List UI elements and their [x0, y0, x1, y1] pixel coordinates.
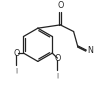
Text: O: O — [13, 49, 20, 58]
Text: |: | — [56, 72, 58, 78]
Text: N: N — [87, 46, 93, 55]
Text: O: O — [57, 1, 63, 10]
Text: O: O — [54, 54, 61, 63]
Text: |: | — [15, 67, 17, 73]
